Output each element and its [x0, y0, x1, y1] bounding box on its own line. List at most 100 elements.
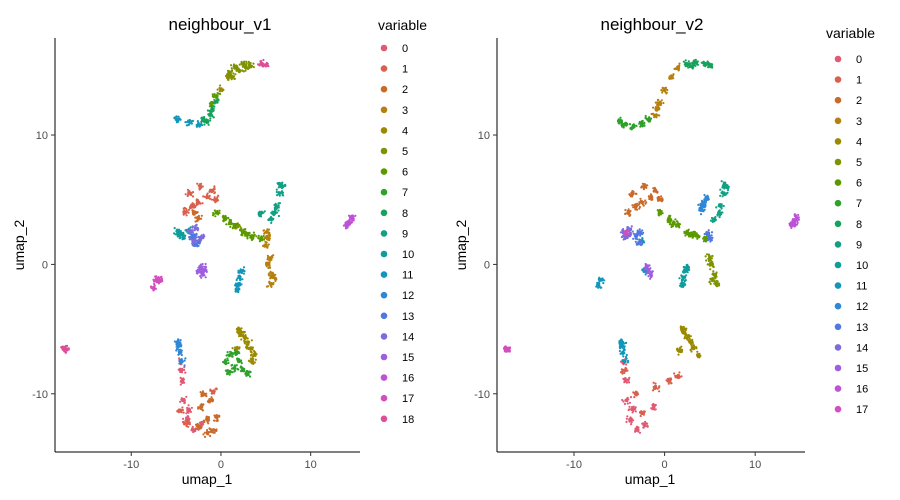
cell-point — [219, 84, 222, 87]
cell-point — [269, 259, 272, 262]
cell-point — [232, 63, 236, 66]
cell-point — [597, 282, 601, 285]
cell-point — [723, 181, 726, 185]
cell-point — [254, 358, 257, 361]
cell-point — [704, 201, 707, 204]
cell-point — [625, 353, 628, 357]
cell-point — [626, 361, 630, 364]
cell-point — [687, 339, 690, 342]
cell-point — [670, 225, 673, 229]
cell-point — [179, 370, 182, 373]
cell-point — [239, 268, 242, 271]
cell-point — [345, 225, 348, 229]
cell-point — [675, 375, 678, 378]
cell-point — [63, 350, 66, 353]
cell-point — [203, 435, 207, 438]
cell-point — [626, 396, 629, 399]
cell-point — [210, 198, 213, 201]
legend-item-9: 9 — [834, 239, 862, 251]
cell-point — [646, 425, 649, 428]
cell-point — [63, 347, 66, 351]
cell-point — [213, 414, 216, 417]
cell-point — [650, 112, 653, 116]
cell-point — [244, 69, 247, 72]
legend-swatch — [380, 353, 388, 361]
y-tick-label: 10 — [478, 130, 490, 142]
cell-point — [249, 354, 253, 357]
cell-point — [658, 198, 661, 201]
cell-point — [200, 185, 203, 188]
cell-point — [212, 96, 215, 99]
cell-point — [262, 235, 265, 238]
legend-item-4: 4 — [834, 136, 862, 148]
x-tick-label: -10 — [566, 459, 582, 471]
cell-point — [684, 333, 687, 336]
cell-point — [642, 200, 645, 204]
cell-point — [190, 406, 193, 409]
cell-point — [680, 345, 683, 348]
cell-point — [200, 122, 203, 125]
cell-point — [639, 243, 643, 247]
cell-point — [624, 208, 627, 212]
cell-point — [216, 101, 219, 104]
legend-item-12: 12 — [834, 301, 868, 313]
cell-point — [202, 433, 205, 436]
cell-point — [598, 276, 601, 279]
cell-point — [635, 208, 639, 211]
cell-point — [238, 63, 241, 66]
cell-point — [654, 190, 657, 193]
cluster-8 — [200, 98, 220, 126]
cell-point — [238, 335, 241, 338]
cell-point — [66, 344, 69, 347]
cell-point — [505, 348, 508, 351]
cell-point — [506, 350, 509, 353]
cell-point — [185, 214, 188, 217]
cell-point — [263, 231, 266, 234]
cell-point — [188, 206, 191, 209]
legend-label: 14 — [856, 342, 868, 354]
cell-point — [214, 95, 217, 98]
cell-point — [258, 210, 261, 213]
legend-label: 4 — [402, 125, 408, 137]
cell-point — [627, 408, 630, 412]
cell-point — [707, 232, 710, 235]
cell-point — [622, 350, 625, 353]
cell-point — [206, 416, 209, 419]
cluster-3 — [650, 62, 681, 119]
legend-swatch — [380, 85, 388, 93]
cell-point — [217, 213, 220, 216]
cell-point — [242, 272, 245, 275]
cell-point — [640, 120, 643, 123]
cell-point — [246, 373, 249, 376]
cell-point — [642, 413, 646, 416]
cell-point — [619, 120, 622, 123]
cell-point — [228, 222, 231, 226]
cell-point — [254, 352, 257, 355]
legend-label: 6 — [856, 178, 862, 190]
cell-point — [275, 278, 278, 281]
cell-point — [195, 428, 198, 431]
cell-point — [625, 363, 628, 366]
cell-point — [185, 395, 188, 398]
cell-point — [619, 118, 622, 121]
cell-point — [654, 382, 657, 385]
cell-point — [230, 67, 233, 70]
cell-point — [251, 355, 255, 358]
cell-point — [628, 405, 631, 408]
cell-point — [179, 348, 182, 351]
y-tick-label: -10 — [32, 389, 48, 401]
cell-point — [657, 214, 661, 217]
x-tick-label: -10 — [123, 459, 139, 471]
cell-point — [211, 391, 214, 394]
cell-point — [685, 267, 688, 270]
cell-point — [711, 273, 714, 276]
cell-point — [687, 60, 690, 63]
cell-point — [179, 376, 182, 379]
cell-point — [682, 60, 685, 63]
cell-point — [637, 240, 641, 243]
cell-point — [648, 197, 651, 201]
cell-point — [236, 351, 239, 355]
legend-item-15: 15 — [380, 352, 414, 364]
cluster-12 — [697, 193, 710, 216]
cell-point — [690, 340, 694, 343]
